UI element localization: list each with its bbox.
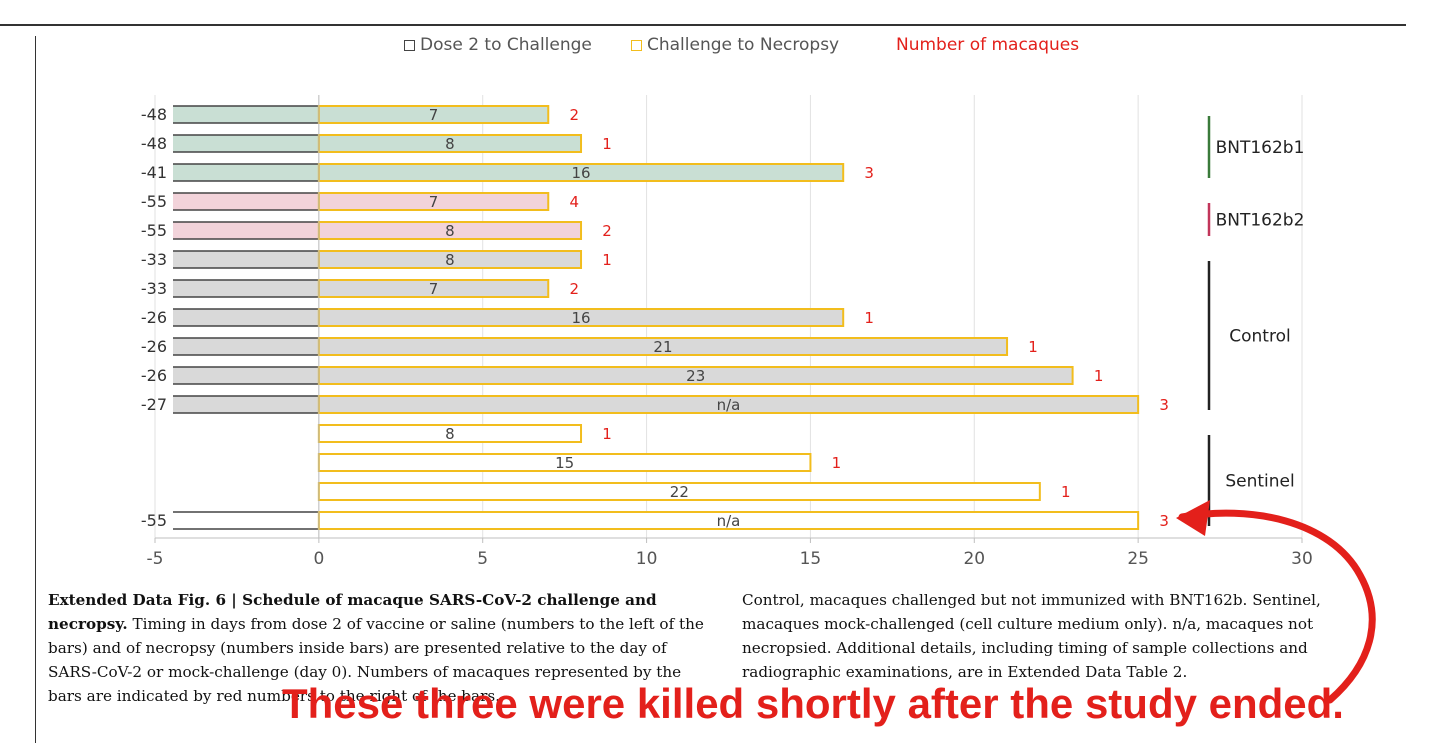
macaque-count: 2 <box>569 106 579 124</box>
x-tick-label: 0 <box>313 549 324 569</box>
necropsy-label: 8 <box>445 222 455 240</box>
dose-label: -33 <box>141 250 167 269</box>
top-rule <box>0 24 1406 26</box>
necropsy-label: 7 <box>429 106 439 124</box>
dose-bar <box>173 512 319 529</box>
dose-label: -48 <box>141 134 167 153</box>
dose-label: -26 <box>141 337 167 356</box>
caption-right: Control, macaques challenged but not imm… <box>742 591 1321 681</box>
legend-macaques-label: Number of macaques <box>896 35 1080 55</box>
group-label: Sentinel <box>1225 472 1294 492</box>
dose-label: -48 <box>141 105 167 124</box>
necropsy-label: 7 <box>429 193 439 211</box>
overlay-annotation: These three were killed shortly after th… <box>282 680 1344 727</box>
necropsy-label: n/a <box>717 396 741 414</box>
caption-left: Extended Data Fig. 6 | Schedule of macaq… <box>48 588 713 708</box>
x-tick-label: 20 <box>963 549 985 569</box>
bar-chart: -48 7 2-48 8 1-41 16 3-55 7 4-55 8 2-33 8 1-33 7 2-26 1… <box>141 95 1313 569</box>
necropsy-label: n/a <box>717 512 741 530</box>
x-tick-label: 5 <box>477 549 488 569</box>
dose-bar <box>173 135 319 152</box>
x-tick-label: 30 <box>1291 549 1313 569</box>
dose-label: -55 <box>141 221 167 240</box>
left-rule <box>35 36 36 743</box>
dose-label: -27 <box>141 395 167 414</box>
macaque-count: 3 <box>1159 396 1169 414</box>
macaque-count: 1 <box>602 425 612 443</box>
caption-body: Timing in days from dose 2 of vaccine or… <box>48 615 704 705</box>
legend-challenge: Challenge to Necropsy <box>631 35 839 55</box>
dose-bar <box>173 222 319 239</box>
dose-label: -55 <box>141 192 167 211</box>
dose-label: -55 <box>141 511 167 530</box>
necropsy-label: 8 <box>445 135 455 153</box>
macaque-count: 2 <box>602 222 612 240</box>
dose-bar <box>173 164 319 181</box>
necropsy-label: 16 <box>571 309 590 327</box>
x-tick-label: 25 <box>1127 549 1149 569</box>
necropsy-label: 15 <box>555 454 574 472</box>
legend-dose2-swatch <box>404 39 415 51</box>
legend-macaques: Number of macaques <box>896 35 1079 55</box>
necropsy-label: 16 <box>571 164 590 182</box>
x-tick-label: 15 <box>800 549 822 569</box>
dose-label: -41 <box>141 163 167 182</box>
group-label: Control <box>1229 327 1290 347</box>
dose-bar <box>173 338 319 355</box>
necropsy-label: 7 <box>429 280 439 298</box>
legend-challenge-label: Challenge to Necropsy <box>647 35 840 55</box>
dose-label: -26 <box>141 366 167 385</box>
necropsy-label: 21 <box>653 338 672 356</box>
macaque-count: 1 <box>1061 483 1071 501</box>
macaque-count: 1 <box>864 309 874 327</box>
dose-bar <box>173 280 319 297</box>
necropsy-label: 22 <box>670 483 689 501</box>
macaque-count: 2 <box>569 280 579 298</box>
legend-challenge-swatch <box>631 39 642 51</box>
dose-bar <box>173 367 319 384</box>
dose-label: -33 <box>141 279 167 298</box>
macaque-count: 1 <box>832 454 842 472</box>
legend-dose2-label: Dose 2 to Challenge <box>420 35 592 55</box>
dose-bar <box>173 396 319 413</box>
legend-dose2: Dose 2 to Challenge <box>404 35 592 55</box>
caption-title: Extended Data Fig. 6 | Schedule of macaq… <box>48 591 657 633</box>
macaque-count: 1 <box>1028 338 1038 356</box>
dose-bar <box>173 309 319 326</box>
dose-bar <box>173 251 319 268</box>
macaque-count: 1 <box>1094 367 1104 385</box>
dose-bar <box>173 106 319 123</box>
dose-label: -26 <box>141 308 167 327</box>
necropsy-label: 8 <box>445 251 455 269</box>
necropsy-label: 23 <box>686 367 705 385</box>
macaque-count: 3 <box>1159 512 1169 530</box>
dose-bar <box>173 193 319 210</box>
x-tick-label: -5 <box>147 549 164 569</box>
macaque-count: 4 <box>569 193 579 211</box>
x-tick-label: 10 <box>636 549 658 569</box>
macaque-count: 1 <box>602 135 612 153</box>
macaque-count: 3 <box>864 164 874 182</box>
macaque-count: 1 <box>602 251 612 269</box>
group-label: BNT162b1 <box>1216 138 1305 158</box>
necropsy-label: 8 <box>445 425 455 443</box>
group-label: BNT162b2 <box>1216 211 1305 231</box>
